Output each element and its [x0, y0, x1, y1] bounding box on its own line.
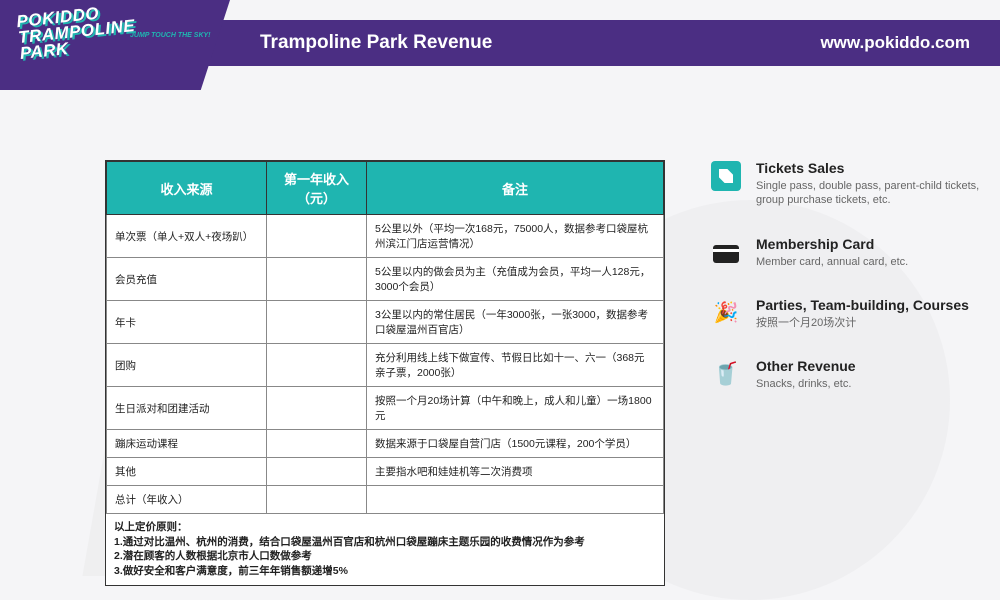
sidebar-item-membership: Membership Card Member card, annual card… — [710, 236, 980, 269]
cell-revenue — [267, 458, 367, 486]
page-title: Trampoline Park Revenue — [260, 32, 492, 54]
cell-note: 按照一个月20场计算（中午和晚上，成人和儿童）一场1800元 — [367, 387, 664, 430]
cell-note: 主要指水吧和娃娃机等二次消费项 — [367, 458, 664, 486]
cell-note — [367, 486, 664, 514]
cell-revenue — [267, 258, 367, 301]
revenue-table: 收入来源 第一年收入（元） 备注 单次票（单人+双人+夜场趴） 5公里以外（平均一… — [105, 160, 665, 586]
cell-source: 会员充值 — [107, 258, 267, 301]
sidebar-title: Membership Card — [756, 236, 908, 252]
cell-source: 单次票（单人+双人+夜场趴） — [107, 215, 267, 258]
sidebar-desc: Snacks, drinks, etc. — [756, 377, 856, 391]
sidebar-desc: 按照一个月20场次计 — [756, 316, 969, 330]
table-row: 其他 主要指水吧和娃娃机等二次消费项 — [107, 458, 664, 486]
logo-tagline: JUMP TOUCH THE SKY! — [130, 32, 211, 39]
cell-source: 蹦床运动课程 — [107, 430, 267, 458]
cell-revenue — [267, 387, 367, 430]
sidebar-desc: Single pass, double pass, parent-child t… — [756, 179, 980, 208]
sidebar-item-parties: 🎉 Parties, Team-building, Courses 按照一个月2… — [710, 297, 980, 330]
drink-icon: 🥤 — [710, 358, 742, 390]
table-row: 蹦床运动课程 数据来源于口袋屋自营门店（1500元课程，200个学员） — [107, 430, 664, 458]
header-url: www.pokiddo.com — [820, 33, 970, 53]
cell-note: 3公里以内的常住居民（一年3000张，一张3000，数据参考口袋屋温州百官店） — [367, 301, 664, 344]
table-row: 单次票（单人+双人+夜场趴） 5公里以外（平均一次168元，75000人，数据参考… — [107, 215, 664, 258]
sidebar-desc: Member card, annual card, etc. — [756, 255, 908, 269]
tag-icon — [710, 160, 742, 192]
sidebar-item-other: 🥤 Other Revenue Snacks, drinks, etc. — [710, 358, 980, 391]
cell-revenue — [267, 430, 367, 458]
cell-note: 5公里以外（平均一次168元，75000人，数据参考口袋屋杭州滨江门店运营情况） — [367, 215, 664, 258]
cell-revenue — [267, 486, 367, 514]
cell-note: 充分利用线上线下做宣传、节假日比如十一、六一（368元亲子票，2000张） — [367, 344, 664, 387]
table-row: 总计（年收入） — [107, 486, 664, 514]
sidebar-title: Other Revenue — [756, 358, 856, 374]
cell-revenue — [267, 301, 367, 344]
table-row: 团购 充分利用线上线下做宣传、节假日比如十一、六一（368元亲子票，2000张） — [107, 344, 664, 387]
cell-note: 5公里以内的做会员为主（充值成为会员，平均一人128元，3000个会员） — [367, 258, 664, 301]
cell-source: 团购 — [107, 344, 267, 387]
cell-source: 其他 — [107, 458, 267, 486]
cell-revenue — [267, 215, 367, 258]
sidebar-title: Tickets Sales — [756, 160, 980, 176]
th-year1: 第一年收入（元） — [267, 162, 367, 215]
pricing-notes: 以上定价原则：1.通过对比温州、杭州的消费，结合口袋屋温州百官店和杭州口袋屋蹦床… — [106, 514, 664, 585]
cell-note: 数据来源于口袋屋自营门店（1500元课程，200个学员） — [367, 430, 664, 458]
card-icon — [710, 236, 742, 268]
sidebar: Tickets Sales Single pass, double pass, … — [710, 160, 980, 419]
th-source: 收入来源 — [107, 162, 267, 215]
cell-source: 年卡 — [107, 301, 267, 344]
th-notes: 备注 — [367, 162, 664, 215]
cell-source: 总计（年收入） — [107, 486, 267, 514]
table-row: 会员充值 5公里以内的做会员为主（充值成为会员，平均一人128元，3000个会员） — [107, 258, 664, 301]
table-header-row: 收入来源 第一年收入（元） 备注 — [107, 162, 664, 215]
sidebar-item-tickets: Tickets Sales Single pass, double pass, … — [710, 160, 980, 208]
table-row: 年卡 3公里以内的常住居民（一年3000张，一张3000，数据参考口袋屋温州百官店… — [107, 301, 664, 344]
sidebar-title: Parties, Team-building, Courses — [756, 297, 969, 313]
cell-revenue — [267, 344, 367, 387]
cell-source: 生日派对和团建活动 — [107, 387, 267, 430]
table-row: 生日派对和团建活动 按照一个月20场计算（中午和晚上，成人和儿童）一场1800元 — [107, 387, 664, 430]
party-icon: 🎉 — [710, 297, 742, 329]
